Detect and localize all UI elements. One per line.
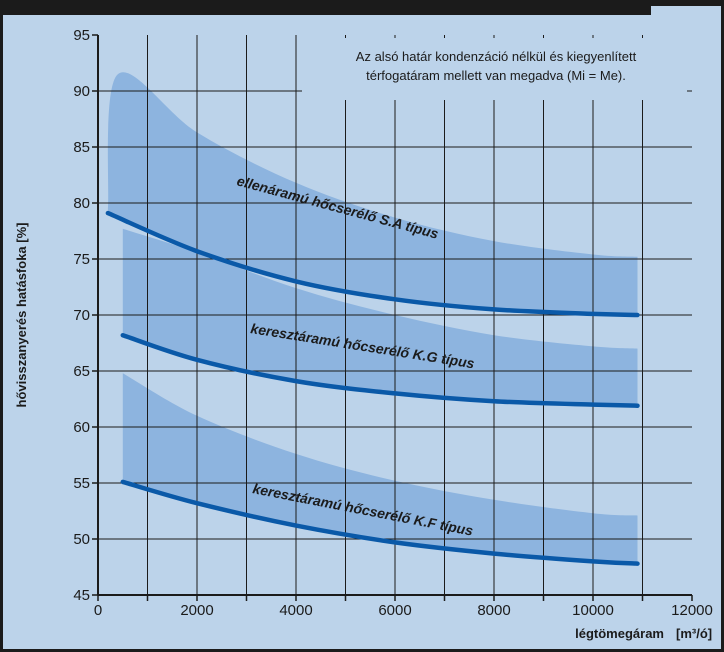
y-tick-label: 55 xyxy=(73,475,90,492)
note-box: Az alsó határ kondenzáció nélkül és kieg… xyxy=(302,38,687,100)
y-tick-label: 60 xyxy=(73,419,90,436)
band-kg xyxy=(122,228,638,406)
note-line-2: térfogatáram mellett van megadva (Mi = M… xyxy=(366,68,626,83)
x-axis-unit: [m³/ó] xyxy=(676,626,712,641)
top-bar-right xyxy=(651,3,724,6)
y-tick-label: 70 xyxy=(73,307,90,324)
y-axis-title: hővisszanyerés hatásfoka [%] xyxy=(14,223,29,408)
x-tick-label: 10000 xyxy=(572,602,614,619)
x-tick-label: 8000 xyxy=(477,602,510,619)
top-bar xyxy=(3,3,651,15)
note-line-1: Az alsó határ kondenzáció nélkül és kieg… xyxy=(356,49,637,64)
x-axis-title: légtömegáram xyxy=(575,626,664,641)
x-tick-label: 0 xyxy=(94,602,102,619)
lower-line-sa xyxy=(105,210,640,318)
x-tick-label: 6000 xyxy=(378,602,411,619)
y-tick-label: 90 xyxy=(73,83,90,100)
x-tick-label: 2000 xyxy=(180,602,213,619)
lower-limit-lines xyxy=(105,210,640,566)
efficiency-chart: 0 2000 4000 6000 8000 10000 12000 45 50 55 60 65 70 7… xyxy=(14,27,713,641)
y-tick-label: 75 xyxy=(73,251,90,268)
y-tick-label: 80 xyxy=(73,195,90,212)
y-tick-label: 85 xyxy=(73,139,90,156)
y-tick-label: 95 xyxy=(73,27,90,44)
x-tick-label: 4000 xyxy=(279,602,312,619)
y-tick-label: 45 xyxy=(73,587,90,604)
x-tick-label: 12000 xyxy=(671,602,713,619)
lower-line-kg xyxy=(120,332,640,408)
efficiency-bands xyxy=(107,72,638,564)
axes xyxy=(92,34,693,601)
y-tick-label: 50 xyxy=(73,531,90,548)
lower-line-kf xyxy=(120,479,640,566)
note-background xyxy=(302,38,687,100)
y-tick-label: 65 xyxy=(73,363,90,380)
tick-labels: 0 2000 4000 6000 8000 10000 12000 45 50 55 60 65 70 7… xyxy=(73,27,713,619)
band-sa xyxy=(107,72,638,315)
